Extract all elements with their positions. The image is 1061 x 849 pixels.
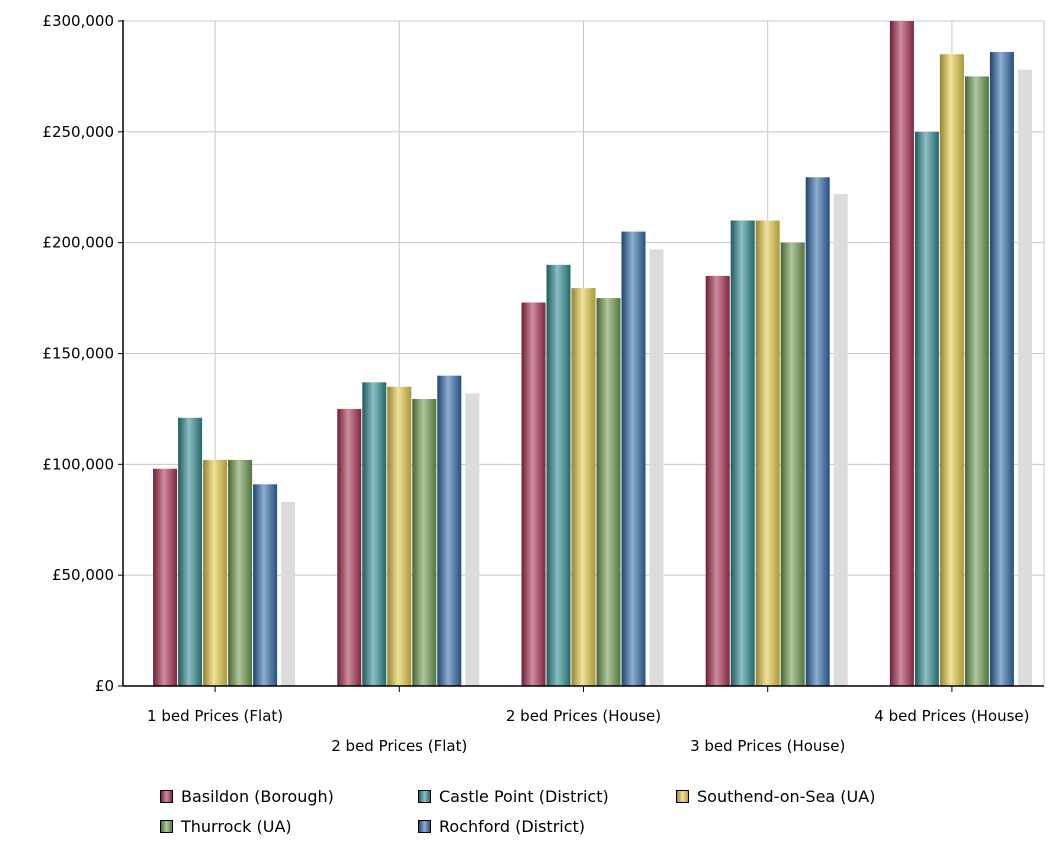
- y-tick-label: £200,000: [42, 234, 114, 252]
- bar: [805, 177, 830, 686]
- bar: [178, 417, 203, 686]
- background-bar: [1017, 69, 1032, 687]
- background-bars: [281, 69, 1032, 687]
- bar: [571, 288, 596, 686]
- background-bar: [649, 249, 664, 687]
- x-tick-labels: 1 bed Prices (Flat) 2 bed Prices (Flat) 2 …: [147, 686, 1030, 755]
- y-tick-label: £100,000: [42, 455, 114, 473]
- bar: [337, 408, 362, 686]
- bar: [437, 375, 462, 686]
- x-tick-label: 1 bed Prices (Flat): [147, 707, 283, 725]
- bar: [203, 459, 228, 686]
- x-tick-label: 2 bed Prices (Flat): [331, 737, 467, 755]
- y-tick-label: £150,000: [42, 345, 114, 363]
- bar: [387, 386, 412, 686]
- background-bar: [465, 393, 480, 686]
- x-tick-label: 2 bed Prices (House): [506, 707, 661, 725]
- bar: [253, 484, 278, 686]
- bars: [153, 21, 1014, 687]
- y-tick-label: £300,000: [42, 12, 114, 30]
- bar: [989, 52, 1014, 687]
- bar: [546, 264, 571, 686]
- y-tick-label: £50,000: [52, 566, 114, 584]
- bar: [964, 76, 989, 686]
- bar: [939, 54, 964, 686]
- bar: [914, 131, 939, 687]
- y-tick-label: £0: [95, 677, 114, 695]
- y-tick-labels: £0 £50,000 £100,000 £150,000 £200,000 £250,00…: [42, 12, 123, 695]
- bar: [705, 275, 730, 686]
- bar: [362, 382, 387, 686]
- bar: [521, 302, 546, 686]
- x-tick-label: 4 bed Prices (House): [874, 707, 1029, 725]
- bar: [621, 231, 646, 687]
- y-tick-label: £250,000: [42, 123, 114, 141]
- bar: [780, 242, 805, 686]
- x-tick-label: 3 bed Prices (House): [690, 737, 845, 755]
- bar: [153, 468, 178, 686]
- bar: [755, 220, 780, 686]
- bar: [228, 459, 253, 686]
- bar: [596, 298, 621, 686]
- bar: [889, 21, 914, 686]
- bar: [412, 398, 437, 686]
- background-bar: [833, 193, 848, 686]
- background-bar: [281, 502, 296, 686]
- bar: [730, 220, 755, 686]
